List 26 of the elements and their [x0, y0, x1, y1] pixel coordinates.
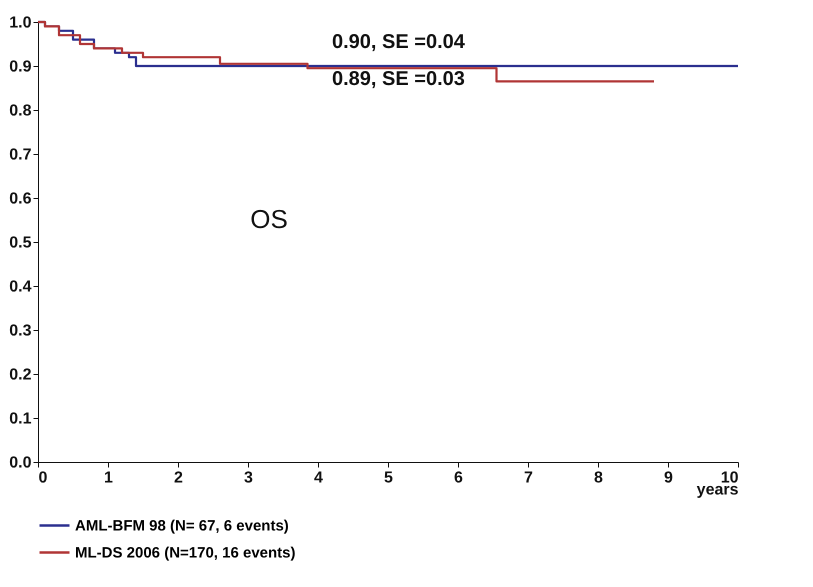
y-tick-label: 0.9	[9, 58, 32, 76]
y-tick-label: 0.6	[9, 190, 32, 208]
y-tick-label: 0.7	[9, 146, 32, 164]
x-tick-label: 4	[314, 470, 324, 486]
y-tick-label: 0.1	[9, 410, 32, 428]
x-tick-label: 8	[594, 470, 604, 486]
x-tick-label: 3	[244, 470, 254, 486]
legend-label: ML-DS 2006 (N=170, 16 events)	[75, 544, 296, 562]
annotation: OS	[250, 204, 288, 234]
y-tick-label: 0.2	[9, 366, 32, 384]
y-tick-label: 0.8	[9, 102, 32, 120]
x-tick-label: 0	[38, 470, 48, 486]
x-tick-label: 6	[454, 470, 464, 486]
x-tick-label: 2	[174, 470, 184, 486]
y-tick-label: 1.0	[9, 14, 32, 32]
y-tick-label: 0.5	[9, 234, 32, 252]
y-tick-label: 0.0	[9, 454, 32, 472]
y-tick-label: 0.3	[9, 322, 32, 340]
x-tick-label: 1	[104, 470, 114, 486]
x-tick-label: 7	[524, 470, 534, 486]
y-tick-label: 0.4	[9, 278, 32, 296]
legend-label: AML-BFM 98 (N= 67, 6 events)	[75, 518, 289, 534]
annotation: 0.89, SE =0.03	[332, 68, 465, 90]
annotation: 0.90, SE =0.04	[332, 30, 466, 53]
x-tick-label: 5	[384, 470, 394, 486]
x-tick-label: 9	[664, 470, 674, 486]
